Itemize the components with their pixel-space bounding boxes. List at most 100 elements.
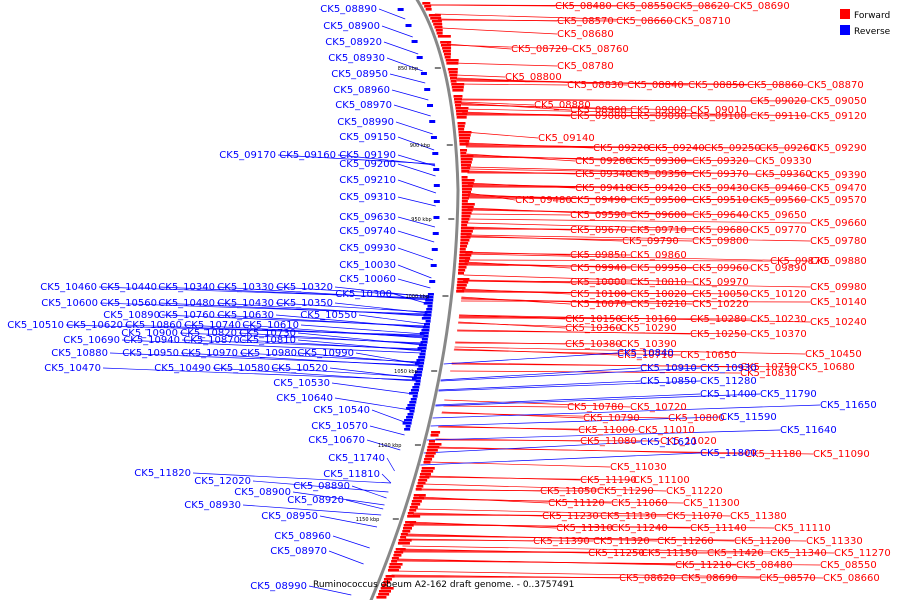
reverse-leader-line: [328, 550, 364, 565]
reverse-feature-arrow: [416, 56, 423, 59]
reverse-leader-line: [397, 154, 436, 167]
forward-feature-arrow: [424, 5, 432, 8]
forward-leader-line: [438, 426, 639, 431]
reverse-leader-line: [334, 397, 411, 411]
reverse-gene-label: CK5_11620: [640, 437, 697, 448]
forward-gene-label: CK5_11120: [548, 498, 605, 509]
forward-gene-label: CK5_10100: [570, 289, 627, 300]
reverse-feature-arrow: [402, 422, 412, 425]
forward-feature-arrow: [461, 179, 475, 182]
scale-tick-label: 1150 kbp: [356, 517, 380, 523]
forward-leader-line: [452, 62, 558, 67]
reverse-leader-line: [216, 286, 429, 301]
forward-leader-line: [402, 545, 835, 554]
reverse-feature-arrow: [424, 88, 431, 91]
forward-feature-arrow: [391, 557, 399, 560]
reverse-leader-line: [65, 324, 425, 336]
forward-gene-label: CK5_09020: [750, 96, 807, 107]
reverse-leader-line: [337, 154, 436, 166]
forward-feature-arrow: [383, 578, 392, 581]
forward-gene-label: CK5_09000: [630, 105, 687, 116]
reverse-leader-line: [383, 41, 419, 55]
forward-gene-label: CK5_09290: [810, 143, 867, 154]
forward-feature-arrow: [436, 32, 443, 35]
forward-gene-label: CK5_10230: [750, 314, 807, 325]
genome-backbone-arc: [369, 0, 460, 600]
forward-leader-line: [455, 342, 621, 345]
forward-feature-arrow: [423, 461, 431, 464]
reverse-leader-line: [397, 163, 436, 177]
reverse-feature-arrow: [433, 184, 440, 187]
forward-gene-label: CK5_10750: [740, 362, 797, 373]
forward-gene-label: CK5_09490: [570, 195, 627, 206]
reverse-gene-label: CK5_08920: [325, 37, 382, 48]
forward-leader-line: [461, 291, 751, 295]
forward-gene-label: CK5_11210: [675, 560, 732, 571]
forward-feature-arrow: [456, 287, 466, 290]
forward-feature-arrow: [461, 200, 468, 203]
forward-leader-line: [434, 13, 675, 22]
forward-feature-arrow: [385, 575, 395, 578]
reverse-leader-line: [432, 404, 821, 419]
reverse-leader-line: [351, 485, 387, 499]
reverse-gene-label: CK5_09740: [339, 226, 396, 237]
reverse-leader-line: [358, 314, 427, 325]
forward-gene-label: CK5_09390: [810, 170, 867, 181]
forward-leader-line: [396, 560, 821, 566]
forward-leader-line: [467, 218, 811, 224]
reverse-gene-label: CK5_10990: [297, 348, 354, 359]
forward-gene-label: CK5_09480: [515, 195, 572, 206]
reverse-gene-label: CK5_10860: [125, 320, 182, 331]
reverse-gene-label: CK5_10580: [213, 363, 270, 374]
forward-leader-line: [458, 322, 621, 329]
reverse-feature-arrow: [404, 428, 411, 431]
forward-feature-arrow: [424, 458, 433, 461]
forward-feature-arrow: [459, 140, 470, 143]
reverse-feature-arrow: [415, 380, 421, 383]
forward-gene-label: CK5_11380: [730, 511, 787, 522]
forward-feature-arrow: [457, 281, 469, 284]
reverse-feature-arrow: [409, 392, 419, 395]
reverse-gene-label: CK5_10950: [122, 348, 179, 359]
forward-leader-line: [459, 314, 811, 323]
reverse-feature-arrow: [425, 299, 434, 302]
forward-feature-arrow: [421, 470, 434, 473]
forward-feature-arrow: [425, 8, 432, 11]
forward-gene-label: CK5_11390: [533, 536, 590, 547]
reverse-leader-line: [121, 339, 422, 354]
reverse-feature-arrow: [416, 359, 425, 362]
forward-feature-arrow: [457, 125, 465, 128]
reverse-feature-arrow: [412, 395, 418, 398]
forward-leader-line: [466, 234, 811, 242]
forward-gene-label: CK5_11320: [593, 536, 650, 547]
reverse-gene-label: CK5_11810: [323, 469, 380, 480]
reverse-leader-line: [435, 393, 761, 407]
reverse-gene-label: CK5_11590: [720, 412, 777, 423]
forward-gene-label: CK5_10240: [810, 317, 867, 328]
reverse-leader-line: [297, 339, 422, 352]
reverse-gene-label: CK5_10930: [700, 363, 757, 374]
forward-gene-label: CK5_11190: [580, 475, 637, 486]
reverse-gene-label: CK5_10900: [121, 328, 178, 339]
forward-gene-label: CK5_09420: [630, 183, 687, 194]
forward-gene-label: CK5_10070: [570, 299, 627, 310]
reverse-feature-arrow: [421, 338, 428, 341]
reverse-feature-arrow: [430, 136, 437, 139]
reverse-gene-label: CK5_10530: [273, 378, 330, 389]
reverse-feature-arrow: [419, 332, 429, 335]
reverse-gene-label: CK5_10460: [40, 282, 97, 293]
forward-feature-arrow: [459, 251, 473, 254]
forward-gene-label: CK5_10000: [570, 277, 627, 288]
reverse-gene-label: CK5_10740: [184, 320, 241, 331]
forward-feature-arrow: [449, 74, 458, 77]
forward-gene-label: CK5_10450: [805, 349, 862, 360]
reverse-leader-line: [397, 196, 436, 207]
forward-feature-arrow: [461, 197, 469, 200]
reverse-gene-label: CK5_10610: [242, 320, 299, 331]
forward-gene-label: CK5_08570: [759, 573, 816, 584]
forward-feature-arrow: [460, 161, 472, 164]
forward-gene-label: CK5_11220: [666, 486, 723, 497]
reverse-leader-line: [371, 409, 408, 424]
forward-leader-line: [467, 209, 751, 216]
reverse-gene-label: CK5_10440: [100, 282, 157, 293]
